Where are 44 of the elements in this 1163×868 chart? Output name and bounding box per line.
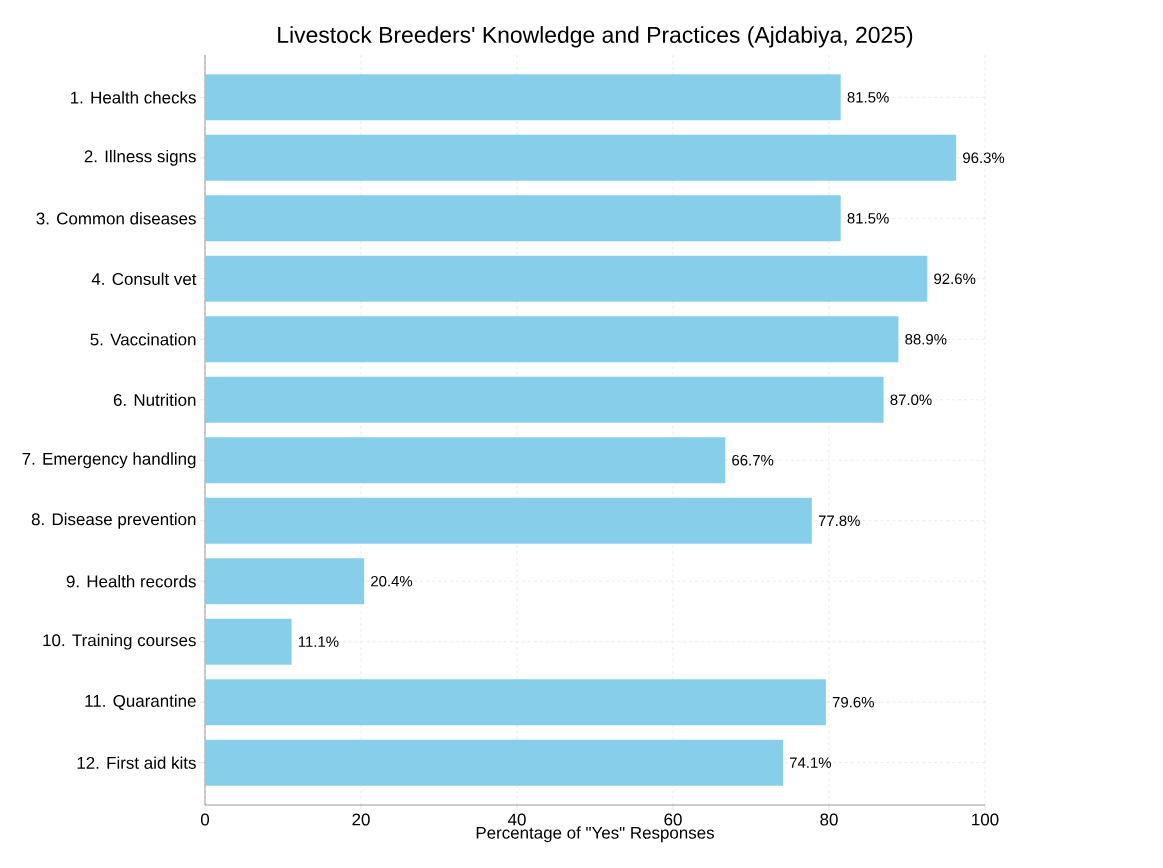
data-label: 88.9% [905,333,947,345]
bar [205,134,957,181]
data-label: 92.6% [934,273,976,285]
bar [205,558,365,605]
x-tick-label: 60 [664,813,682,826]
data-label: 96.3% [963,152,1005,164]
bar [205,74,841,121]
data-label: 87.0% [890,394,932,406]
y-tick-label: 4. Consult vet [91,272,197,286]
bar [205,679,826,726]
bar [205,437,726,484]
y-tick-label: 10. Training courses [43,633,196,650]
x-tick-label: 40 [507,813,526,826]
bar [205,195,841,242]
data-label: 20.4% [371,575,413,587]
bar [205,255,928,302]
y-tick-label: 3. Common diseases [36,212,196,225]
x-tick-label: 100 [972,813,999,826]
data-label: 11.1% [298,636,339,647]
data-label: 79.6% [832,696,874,708]
chart-title: Livestock Breeders' Knowledge and Practices (Ajdabiya, 2025) [278,26,913,48]
y-tick-label: 1. Health checks [71,91,196,104]
data-label: 81.5% [847,92,889,103]
y-tick-label: 12. First aid kits [77,756,196,769]
y-tick-label: 6. Nutrition [113,393,196,406]
bar [205,497,812,544]
data-label: 74.1% [789,757,832,768]
x-tick-label: 20 [352,813,370,826]
x-tick-label: 80 [820,813,838,826]
bar [205,618,292,665]
y-tick-label: 11. Quarantine [85,694,196,710]
bar [205,376,884,423]
x-axis-title: Percentage of "Yes" Responses [476,826,714,843]
data-label: 66.7% [732,454,774,466]
y-tick-label: 9. Health records [66,575,196,588]
data-label: 77.8% [818,515,860,527]
y-tick-label: 8. Disease prevention [31,512,196,529]
data-label: 81.5% [847,213,889,224]
y-tick-label: 7. Emergency handling [22,452,196,469]
y-tick-label: 5. Vaccination [90,333,196,346]
bar [205,316,899,363]
y-tick-label: 2. Illness signs [84,149,196,166]
bar [205,739,783,786]
x-tick-label: 0 [200,813,210,826]
